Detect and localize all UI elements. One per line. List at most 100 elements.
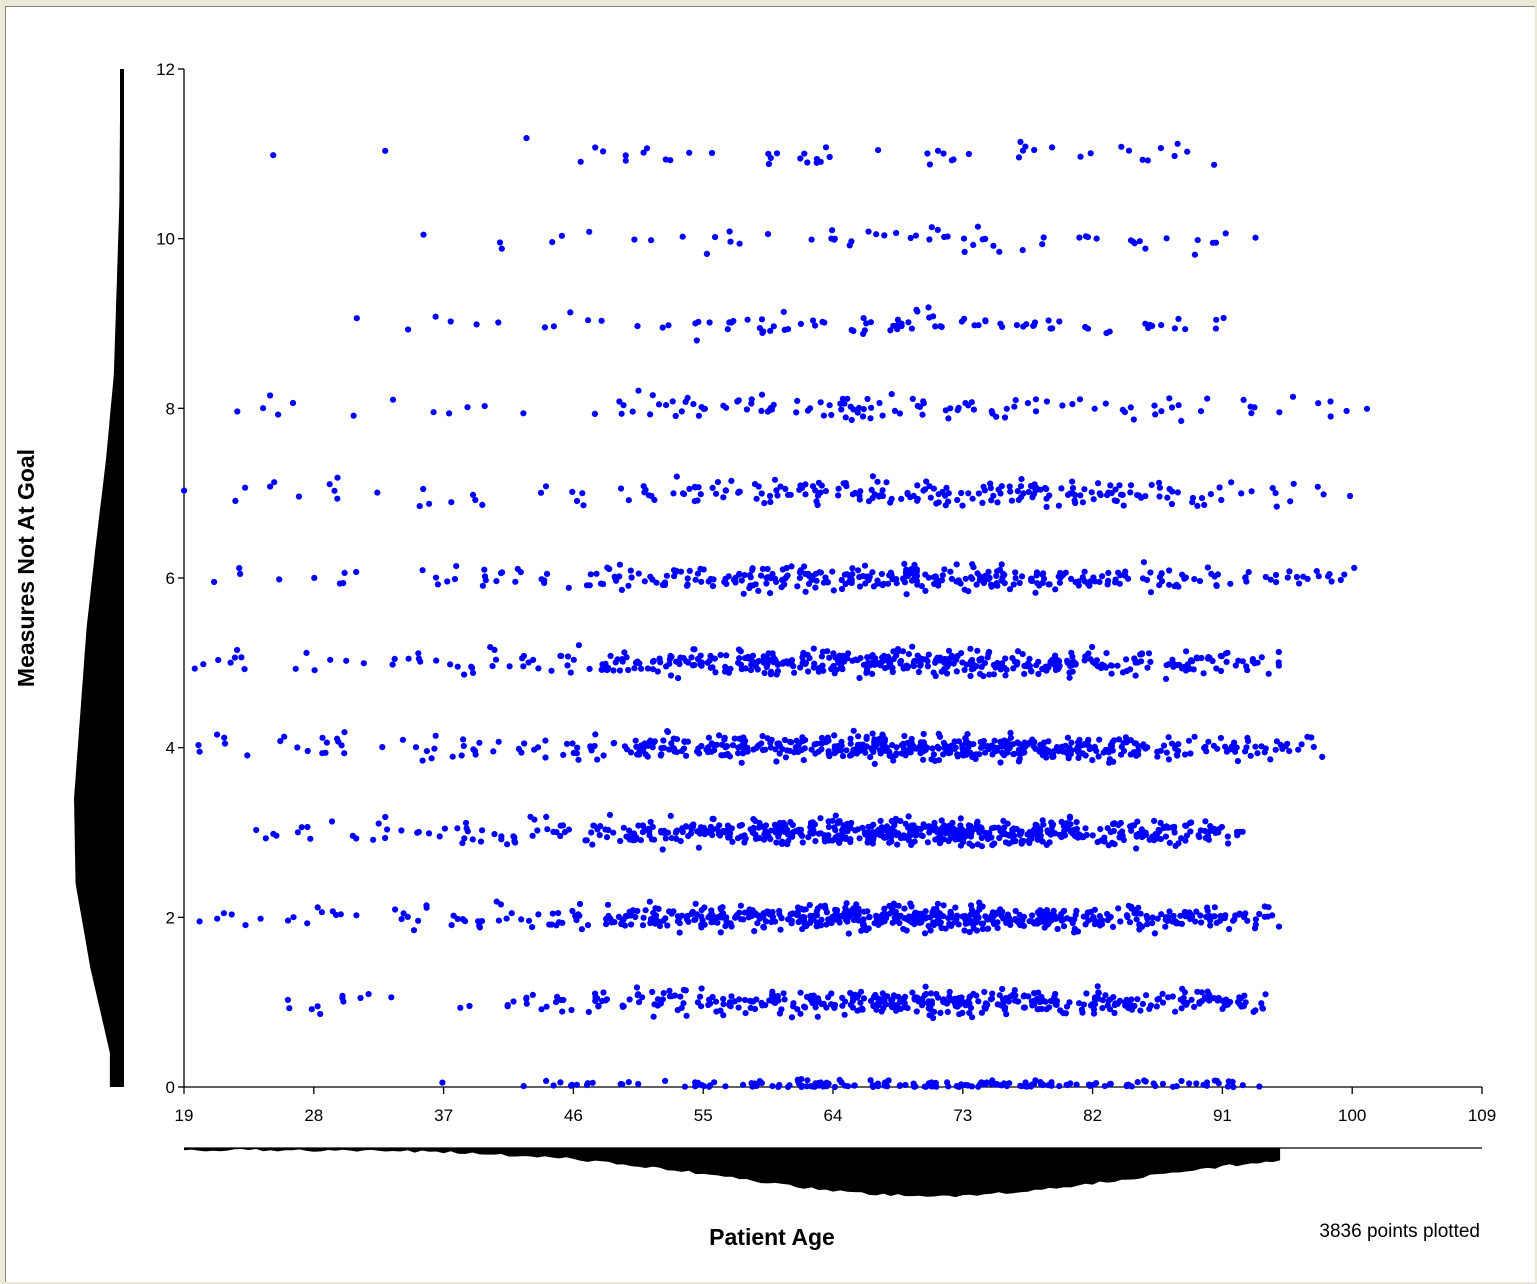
data-point	[1126, 919, 1134, 926]
data-point	[706, 996, 713, 1003]
data-point	[1033, 822, 1040, 829]
data-point	[634, 323, 641, 330]
data-point	[917, 825, 924, 833]
data-point	[596, 832, 603, 839]
data-point	[873, 738, 881, 745]
data-point	[1182, 913, 1189, 920]
data-point	[1169, 993, 1176, 1000]
data-point	[780, 990, 787, 997]
data-point	[860, 995, 868, 1002]
data-point	[882, 1001, 890, 1008]
data-point	[620, 824, 627, 831]
data-point	[636, 751, 643, 758]
data-point	[575, 756, 582, 763]
data-point	[543, 570, 551, 578]
data-point	[975, 1083, 982, 1090]
data-point	[628, 830, 635, 838]
data-point	[758, 407, 765, 414]
data-point	[935, 914, 942, 921]
data-point	[593, 995, 601, 1002]
data-point	[382, 813, 389, 821]
data-point	[920, 398, 927, 405]
data-point	[459, 916, 466, 923]
data-point	[727, 665, 734, 673]
data-point	[747, 582, 754, 589]
data-point	[426, 500, 433, 507]
data-point	[586, 228, 593, 235]
data-point	[891, 407, 899, 414]
data-point	[782, 754, 790, 761]
data-point	[1233, 744, 1240, 751]
data-point	[845, 914, 852, 921]
data-point	[900, 665, 907, 672]
data-point	[857, 999, 864, 1006]
data-point	[784, 1083, 792, 1090]
data-point	[1132, 672, 1139, 679]
data-point	[832, 906, 839, 913]
data-point	[657, 659, 664, 666]
data-point	[724, 822, 732, 829]
data-point	[458, 752, 465, 759]
data-point	[826, 153, 833, 161]
data-point	[1048, 1079, 1055, 1086]
y-tick-label: 6	[166, 569, 175, 588]
data-point	[1107, 829, 1114, 836]
data-point	[1119, 828, 1126, 835]
data-point	[1166, 581, 1173, 588]
data-point	[797, 664, 804, 671]
data-point	[758, 391, 766, 398]
data-point	[469, 491, 477, 498]
data-point	[537, 489, 545, 496]
data-point	[978, 920, 986, 927]
data-point	[818, 653, 826, 660]
data-point	[1157, 145, 1164, 152]
data-point	[954, 496, 961, 504]
data-point	[1094, 983, 1101, 990]
data-point	[950, 829, 957, 836]
data-point	[1062, 1010, 1069, 1017]
data-point	[767, 498, 774, 506]
data-point	[998, 743, 1005, 750]
data-point	[812, 838, 819, 845]
data-point	[958, 650, 965, 657]
data-point	[298, 824, 305, 831]
data-point	[934, 654, 941, 661]
data-point	[1218, 823, 1225, 831]
data-point	[542, 737, 549, 744]
data-point	[763, 580, 770, 587]
data-point	[901, 560, 908, 568]
data-point	[423, 902, 430, 909]
data-point	[640, 149, 647, 156]
data-point	[1111, 1009, 1118, 1017]
data-point	[926, 483, 933, 490]
data-point	[1175, 402, 1182, 409]
data-point	[441, 825, 448, 832]
data-point	[1095, 989, 1102, 996]
data-point	[997, 828, 1004, 835]
data-point	[1039, 817, 1046, 824]
data-point	[531, 816, 538, 823]
data-point	[958, 828, 965, 835]
data-point	[629, 408, 636, 415]
data-point	[1198, 654, 1205, 662]
data-point	[876, 399, 883, 407]
data-point	[1029, 739, 1037, 747]
data-point	[1008, 497, 1016, 504]
data-point	[1046, 492, 1053, 499]
data-point	[1162, 675, 1170, 683]
data-point	[1056, 662, 1063, 670]
data-point	[636, 999, 643, 1006]
data-point	[797, 826, 805, 833]
data-point	[260, 405, 267, 412]
data-point	[967, 672, 974, 680]
data-point	[1204, 907, 1211, 914]
data-point	[775, 997, 782, 1004]
data-point	[904, 489, 911, 497]
data-point	[922, 915, 929, 922]
data-point	[841, 1011, 848, 1018]
data-point	[779, 576, 786, 584]
data-point	[1083, 990, 1090, 997]
data-point	[888, 495, 895, 502]
data-point	[1254, 750, 1261, 757]
data-point	[1058, 910, 1065, 918]
